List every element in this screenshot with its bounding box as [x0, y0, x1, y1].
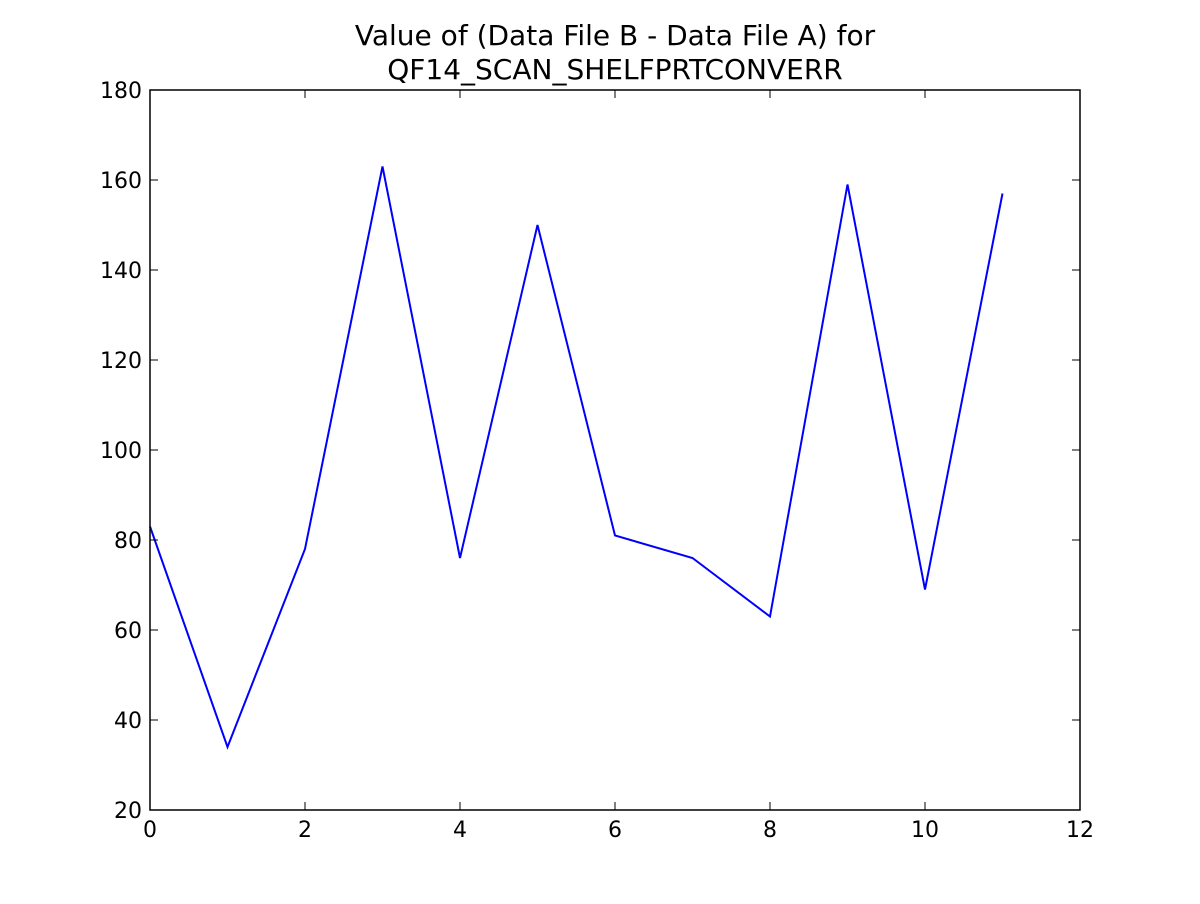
- y-tick-label: 180: [100, 79, 142, 104]
- x-tick-label: 12: [1066, 818, 1094, 843]
- chart-title-line-2: QF14_SCAN_SHELFPRTCONVERR: [387, 53, 842, 86]
- y-tick-label: 40: [114, 709, 142, 734]
- y-tick-label: 120: [100, 349, 142, 374]
- y-tick-label: 80: [114, 529, 142, 554]
- y-tick-label: 20: [114, 799, 142, 824]
- x-tick-label: 0: [143, 818, 157, 843]
- y-tick-label: 140: [100, 259, 142, 284]
- y-tick-label: 160: [100, 169, 142, 194]
- series-line-1: [149, 166, 1004, 750]
- y-tick-label: 60: [114, 619, 142, 644]
- x-tick-label: 8: [763, 818, 777, 843]
- x-tick-label: 6: [608, 818, 622, 843]
- chart-title-line-1: Value of (Data File B - Data File A) for: [355, 19, 876, 52]
- x-tick-label: 4: [453, 818, 467, 843]
- x-tick-label: 10: [911, 818, 939, 843]
- plot-area: 0 2 4 6 8 10 12 20 40 60 80 100 120 140 160 180: [100, 79, 1094, 843]
- x-tick-label: 2: [298, 818, 312, 843]
- y-tick-label: 100: [100, 439, 142, 464]
